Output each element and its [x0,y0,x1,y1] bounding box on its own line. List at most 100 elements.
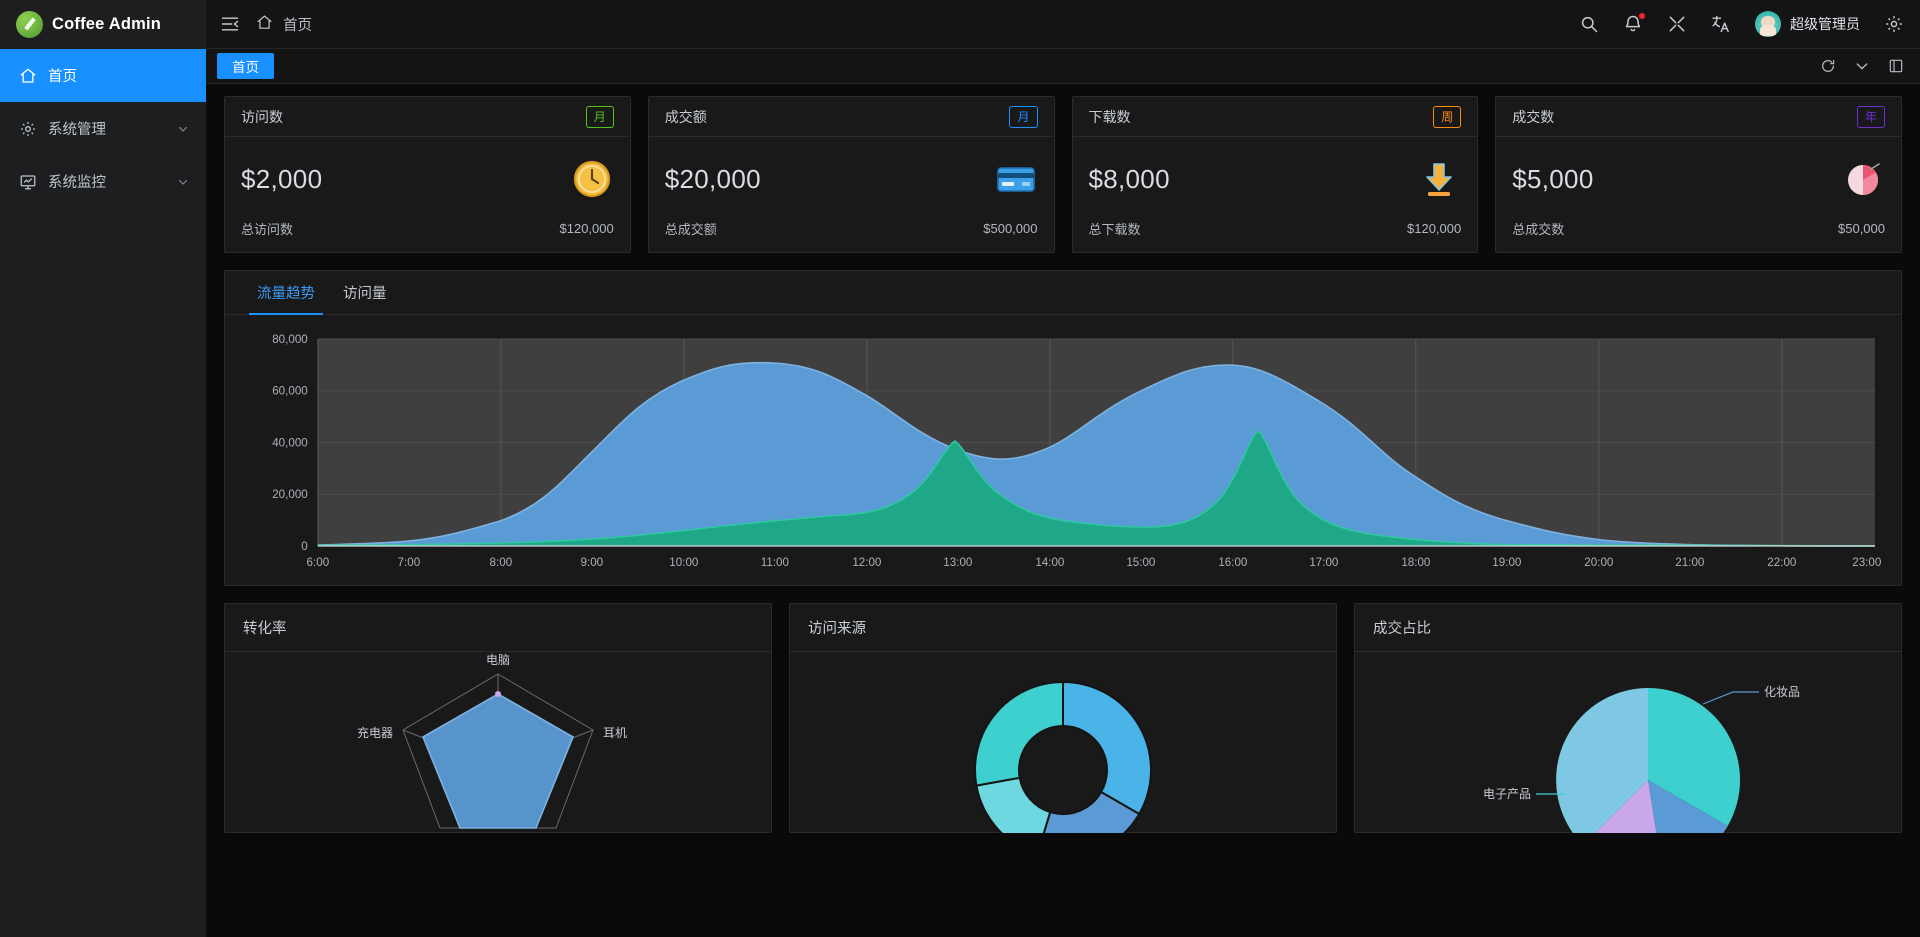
status-badge: 月 [1009,105,1038,128]
fullscreen-icon[interactable] [1667,14,1687,34]
donut-slice-affiliate [974,680,1064,787]
svg-text:16:00: 16:00 [1218,557,1247,569]
stat-card-foot-value: $120,000 [1407,221,1462,236]
user-menu[interactable]: 超级管理员 [1755,11,1860,37]
pie-annotations: 电子产品 化妆品 [1483,685,1800,801]
radar-label-computer: 电脑 [486,653,510,667]
svg-text:0: 0 [301,541,307,553]
panel-conversion-rate: 转化率 [224,603,772,833]
svg-text:15:00: 15:00 [1126,557,1155,569]
bell-icon[interactable] [1623,13,1645,34]
panel-title: 访问来源 [808,621,866,637]
stat-card-body: $5,000 [1496,137,1901,213]
svg-text:21:00: 21:00 [1675,557,1704,569]
pie-slice-electronics [1648,688,1741,826]
sidebar-item-label: 系统管理 [48,122,106,138]
stat-card-foot-label: 总访问数 [241,222,294,237]
status-badge: 月 [585,105,614,128]
stat-card-value: $5,000 [1512,163,1594,194]
leader-line-cosmetics [1702,691,1759,705]
panel-header: 转化率 [225,604,771,652]
home-icon [19,67,37,85]
tab-visits[interactable]: 访问量 [329,271,401,314]
svg-text:23:00: 23:00 [1852,557,1881,569]
gear-icon[interactable] [1884,14,1904,34]
series-visits-line [317,361,1875,547]
chevron-down-icon [177,123,189,135]
sidebar-menu: 首页 系统管理 [0,49,206,208]
translate-icon[interactable] [1711,14,1731,34]
stat-card-header: 访问数 月 [225,97,630,137]
download-icon [1417,157,1461,201]
page-tab-home[interactable]: 首页 [217,53,274,79]
svg-text:10:00: 10:00 [669,557,698,569]
stat-card-foot-label: 总下载数 [1088,222,1141,237]
top-bar-actions: 超级管理员 [1579,11,1904,37]
svg-text:40,000: 40,000 [272,438,308,450]
series-deals-line [317,429,1875,547]
refresh-icon[interactable] [1820,58,1836,74]
sidebar-item-label: 系统监控 [48,175,106,191]
svg-text:20:00: 20:00 [1584,557,1613,569]
pie-label-cosmetics: 化妆品 [1764,685,1800,699]
pie-chart-icon [1841,157,1885,201]
svg-text:12:00: 12:00 [852,557,881,569]
trend-panel: 流量趋势 访问量 [224,270,1902,586]
stat-card-downloads: 下载数 周 $8,000 总下载数 [1071,96,1479,253]
top-bar-left: 首页 [220,14,312,35]
menu-fold-icon[interactable] [220,14,240,34]
donut-slice-email [975,776,1052,833]
stat-cards-row: 访问数 月 $2,000 [224,96,1902,253]
pie-slice-food [1595,780,1657,833]
visit-source-donut-chart [974,680,1152,833]
status-badge: 周 [1433,105,1462,128]
sidebar-item-system-management[interactable]: 系统管理 [0,102,206,155]
top-bar: 首页 [206,0,1920,49]
page-tabs-spacer [274,49,1820,83]
sidebar-item-home[interactable]: 首页 [0,49,206,102]
trend-chart-container: 80,000 60,000 40,000 20,000 0 6:00 7:00 … [225,315,1901,585]
svg-text:19:00: 19:00 [1492,557,1521,569]
svg-text:6:00: 6:00 [307,557,330,569]
expand-icon[interactable] [1888,58,1904,74]
stat-card-footer: 总成交数 $50,000 [1496,213,1901,252]
stat-card-body: $20,000 [649,137,1054,213]
svg-text:22:00: 22:00 [1767,557,1796,569]
chevron-down-icon[interactable] [1854,58,1870,74]
stat-card-body: $8,000 [1073,137,1478,213]
stat-card-header: 成交数 年 [1496,97,1901,137]
stat-card-foot-value: $50,000 [1838,221,1885,236]
svg-text:20,000: 20,000 [272,489,308,501]
traffic-trend-chart: 80,000 60,000 40,000 20,000 0 6:00 7:00 … [272,334,1881,569]
svg-text:13:00: 13:00 [943,557,972,569]
page-tabs-actions [1820,49,1920,83]
tab-traffic-trend[interactable]: 流量趋势 [243,271,329,315]
home-icon [256,14,276,34]
panel-header: 访问来源 [790,604,1336,652]
pie-label-electronics: 电子产品 [1483,787,1531,801]
radar-label-headphones: 耳机 [603,726,627,740]
donut-slices [974,680,1152,833]
spring-leaf-logo-icon [16,11,43,38]
brand-logo[interactable]: Coffee Admin [0,0,206,49]
avatar [1755,11,1781,37]
chevron-down-icon [177,176,189,188]
brand-name: Coffee Admin [52,15,162,33]
panel-title: 成交占比 [1373,621,1431,637]
sidebar-item-system-monitor[interactable]: 系统监控 [0,155,206,208]
sidebar: Coffee Admin 首页 系统管理 [0,0,206,937]
status-badge: 年 [1856,105,1885,128]
search-icon[interactable] [1579,14,1599,34]
svg-text:8:00: 8:00 [490,557,513,569]
monitor-icon [19,173,37,191]
stat-card-title: 下载数 [1088,108,1131,125]
stat-card-foot-label: 总成交数 [1512,222,1565,237]
svg-text:60,000: 60,000 [272,386,308,398]
stat-card-title: 访问数 [241,108,283,125]
panel-body [790,652,1336,833]
panel-header: 成交占比 [1355,604,1901,652]
pie-slice-apparel [1556,688,1648,833]
stat-card-value: $2,000 [241,163,323,194]
stat-card-title: 成交额 [664,108,707,125]
